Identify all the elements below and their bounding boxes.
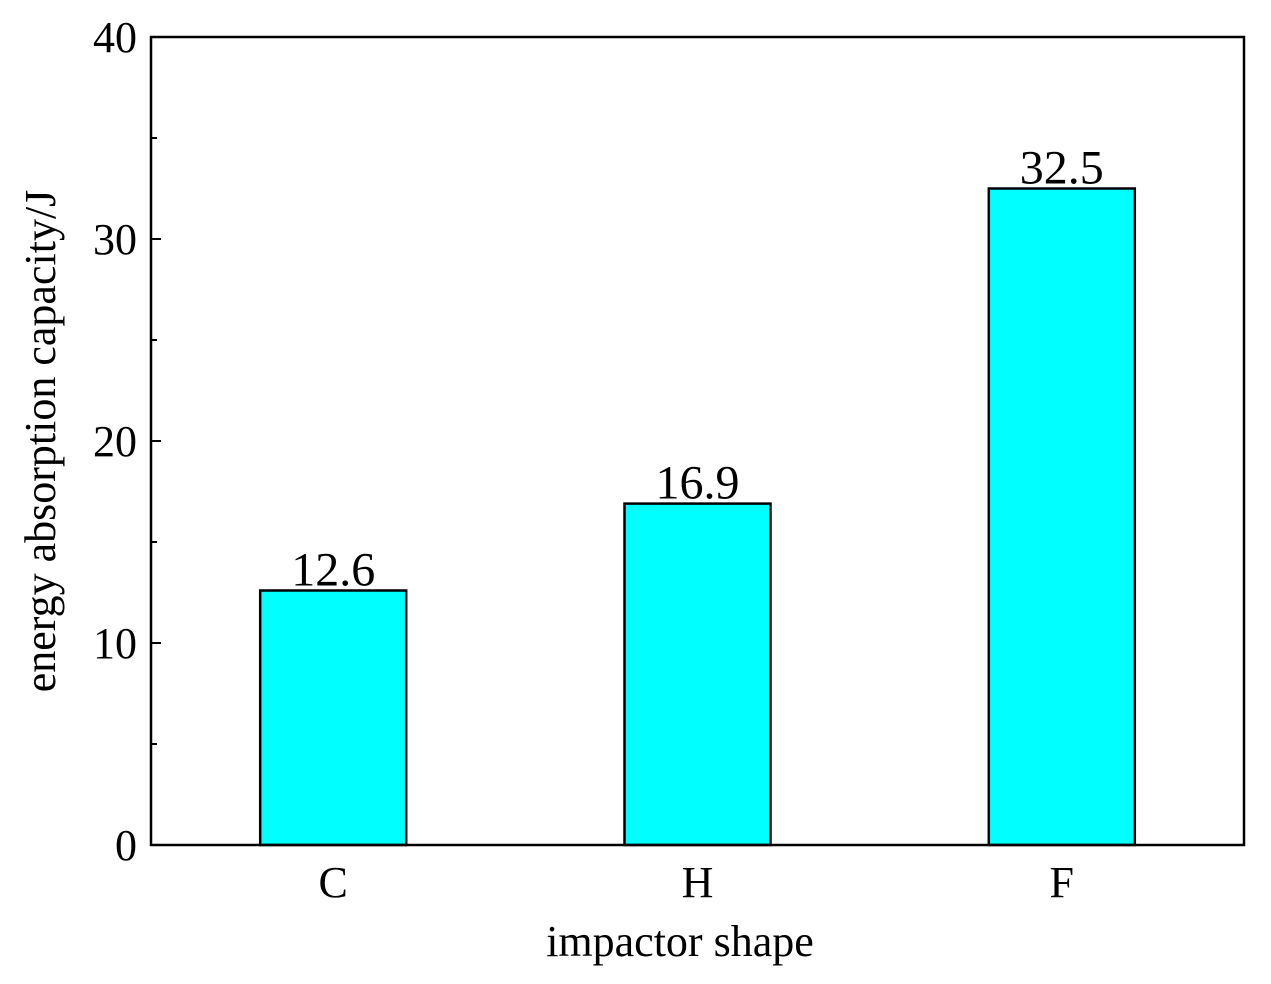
data-label-c: 12.6 bbox=[291, 544, 375, 597]
y-axis-title: energy absorption capacity/J bbox=[16, 190, 65, 693]
y-tick-label: 20 bbox=[93, 417, 137, 466]
plot-frame bbox=[149, 35, 1246, 847]
bars-layer bbox=[258, 187, 1137, 847]
x-axis-title: impactor shape bbox=[546, 917, 814, 966]
y-tick-label: 40 bbox=[93, 13, 137, 62]
x-tick-label-h: H bbox=[682, 858, 714, 907]
y-tick-label: 0 bbox=[115, 821, 137, 870]
bar-f bbox=[987, 187, 1137, 847]
ticks-layer bbox=[151, 36, 161, 846]
x-tick-label-c: C bbox=[319, 858, 348, 907]
x-tick-label-f: F bbox=[1050, 858, 1074, 907]
data-label-f: 32.5 bbox=[1020, 142, 1104, 195]
data-label-h: 16.9 bbox=[656, 457, 740, 510]
labels-layer: 12.6 C 16.9 H 32.5 F 0 10 20 30 40 bbox=[93, 13, 1104, 907]
y-tick-label: 10 bbox=[93, 619, 137, 668]
bar-h bbox=[623, 502, 772, 847]
y-tick-label: 30 bbox=[93, 215, 137, 264]
bar-c bbox=[258, 589, 408, 847]
